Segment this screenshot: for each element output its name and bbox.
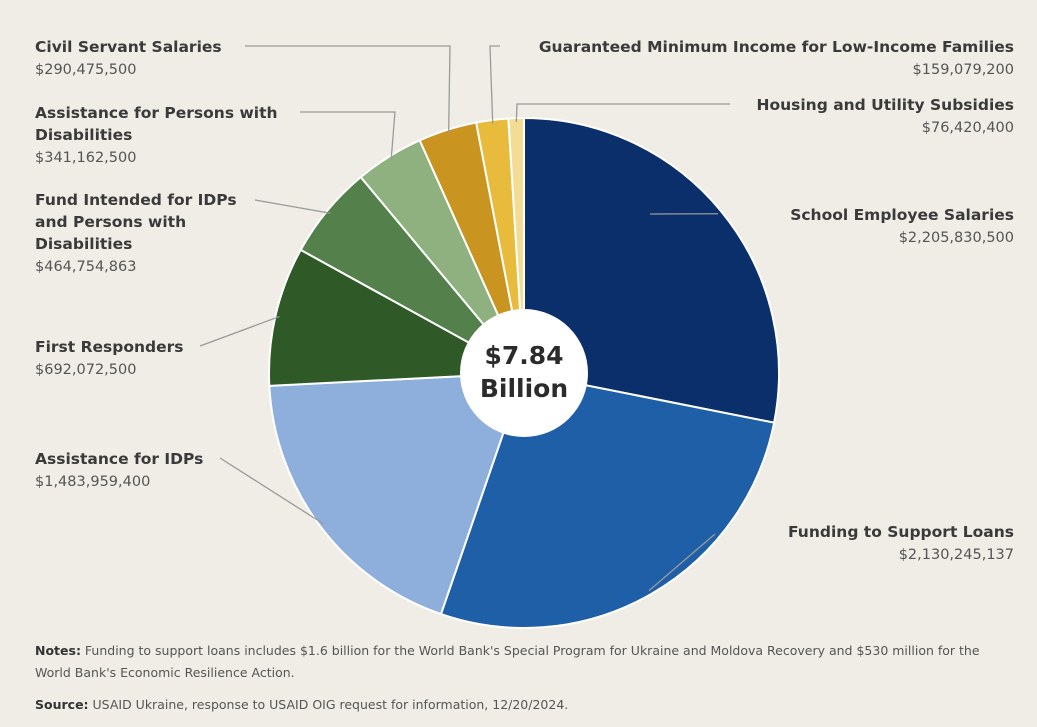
source-label: Source: xyxy=(35,697,89,712)
leader-funding-to-support-loans xyxy=(648,533,716,592)
slice-labels: School Employee Salaries $2,205,830,500 Fu… xyxy=(35,38,1014,563)
leader-first-responders xyxy=(199,315,280,347)
slice-value: $1,483,959,400 xyxy=(35,474,150,490)
slice-value: $159,079,200 xyxy=(913,62,1014,78)
slice-name: Fund Intended for IDPs xyxy=(35,191,237,209)
label-funding-to-support-loans: Funding to Support Loans $2,130,245,137 xyxy=(788,523,1014,563)
source-text: USAID Ukraine, response to USAID OIG req… xyxy=(88,697,569,712)
label-civil-servant-salaries: Civil Servant Salaries $290,475,500 xyxy=(35,38,222,78)
slice-name: Disabilities xyxy=(35,235,132,253)
slice-name: Assistance for IDPs xyxy=(35,450,203,468)
label-housing-and-utility-subsidies: Housing and Utility Subsidies $76,420,400 xyxy=(756,96,1014,136)
leader-housing-and-utility-subsidies xyxy=(515,103,730,123)
slice-value: $464,754,863 xyxy=(35,259,136,275)
center-total: $7.84 xyxy=(484,341,563,370)
slice-value: $76,420,400 xyxy=(922,120,1014,136)
notes-text: Funding to support loans includes $1.6 b… xyxy=(35,643,980,680)
leader-lines xyxy=(199,45,730,592)
slice-name: School Employee Salaries xyxy=(790,206,1014,224)
slice-assistance-for-idps xyxy=(268,371,526,616)
center-unit: Billion xyxy=(480,374,568,403)
label-assistance-for-persons-with-disabilities: Assistance for Persons with Disabilities $… xyxy=(35,104,278,166)
label-school-employee-salaries: School Employee Salaries $2,205,830,500 xyxy=(790,206,1014,246)
slice-school-employee-salaries xyxy=(523,116,780,424)
source: Source: USAID Ukraine, response to USAID… xyxy=(35,697,1015,712)
slice-value: $341,162,500 xyxy=(35,150,136,166)
pie-slices xyxy=(268,116,780,629)
leader-fund-intended-for-idps-and-persons-with-disabilities xyxy=(254,199,331,214)
slice-value: $692,072,500 xyxy=(35,362,136,378)
slice-first-responders xyxy=(268,248,528,387)
label-first-responders: First Responders $692,072,500 xyxy=(35,338,184,378)
slice-value: $290,475,500 xyxy=(35,62,136,78)
label-fund-intended-for-idps-and-persons-with-disabilities: Fund Intended for IDPs and Persons with Di… xyxy=(35,191,237,275)
leader-assistance-for-persons-with-disabilities xyxy=(300,111,396,161)
slice-name: Funding to Support Loans xyxy=(788,523,1014,541)
leader-guaranteed-minimum-income-for-low-income-families xyxy=(489,45,500,124)
slice-value: $2,205,830,500 xyxy=(899,230,1014,246)
slice-name: and Persons with xyxy=(35,213,186,231)
pie-chart: $7.84 Billion School Employee Salaries $2… xyxy=(35,38,1014,629)
notes: Notes: Funding to support loans includes… xyxy=(35,640,1015,684)
label-guaranteed-minimum-income-for-low-income-families: Guaranteed Minimum Income for Low-Income… xyxy=(539,38,1014,78)
slice-name: Disabilities xyxy=(35,126,132,144)
slice-value: $2,130,245,137 xyxy=(899,547,1014,563)
leader-assistance-for-idps xyxy=(219,457,324,525)
center-disc xyxy=(460,309,588,437)
slice-name: Guaranteed Minimum Income for Low-Income… xyxy=(539,38,1014,56)
label-assistance-for-idps: Assistance for IDPs $1,483,959,400 xyxy=(35,450,203,490)
slice-name: First Responders xyxy=(35,338,184,356)
slice-name: Housing and Utility Subsidies xyxy=(756,96,1014,114)
slice-name: Civil Servant Salaries xyxy=(35,38,222,56)
notes-label: Notes: xyxy=(35,643,81,658)
slice-name: Assistance for Persons with xyxy=(35,104,278,122)
leader-civil-servant-salaries xyxy=(245,45,451,134)
